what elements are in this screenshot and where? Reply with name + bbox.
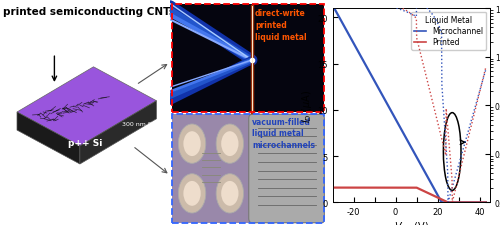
Circle shape (178, 174, 206, 213)
Bar (172, 4, 324, 112)
Circle shape (221, 181, 238, 206)
Bar (172, 115, 324, 223)
Circle shape (184, 132, 200, 156)
Circle shape (216, 124, 244, 164)
Text: vacuum-filled
liquid metal
microchannels: vacuum-filled liquid metal microchannels (252, 117, 315, 149)
Legend: Microchannel, Printed: Microchannel, Printed (412, 13, 486, 50)
Text: 300 nm SiO₂: 300 nm SiO₂ (122, 121, 162, 126)
Polygon shape (17, 112, 80, 164)
Bar (172, 115, 324, 223)
Circle shape (216, 174, 244, 213)
Bar (172, 115, 250, 223)
Circle shape (184, 181, 200, 206)
Text: p++ Si: p++ Si (68, 138, 102, 147)
X-axis label: $V_{GS}$ (V): $V_{GS}$ (V) (394, 219, 429, 225)
Polygon shape (80, 101, 156, 164)
Circle shape (221, 132, 238, 156)
FancyBboxPatch shape (249, 115, 324, 223)
Bar (172, 4, 324, 112)
Text: direct-write
printed
liquid metal: direct-write printed liquid metal (255, 9, 306, 41)
Circle shape (178, 124, 206, 164)
Polygon shape (17, 68, 156, 146)
Text: printed semiconducting CNTs: printed semiconducting CNTs (4, 7, 176, 17)
Y-axis label: $I_D$ ($\mu$A): $I_D$ ($\mu$A) (300, 89, 314, 122)
